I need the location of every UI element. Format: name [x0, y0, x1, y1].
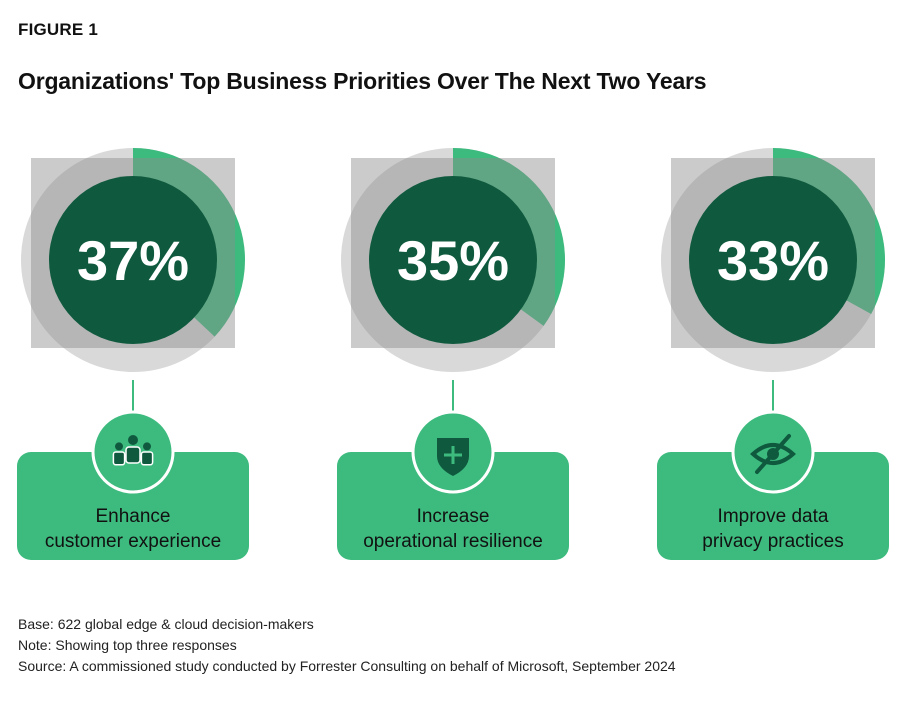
value-label: 33% [717, 229, 829, 292]
donut-group: 35% Increase operational resilience [337, 148, 569, 560]
person-body [125, 446, 141, 464]
category-box [657, 452, 889, 560]
eye-slash-line [755, 434, 791, 474]
category-label: operational resilience [363, 531, 543, 552]
shield-plus-icon [437, 438, 469, 476]
donut-center [369, 176, 537, 344]
donut-slice [773, 148, 885, 314]
person-body [112, 451, 126, 466]
chart-title: Organizations' Top Business Priorities O… [18, 68, 707, 94]
person-head [143, 442, 151, 451]
response-note: Note: Showing top three responses [18, 637, 237, 653]
category-label: Enhance [95, 506, 170, 527]
category-label: Increase [417, 506, 490, 527]
value-label: 37% [77, 229, 189, 292]
person-head [128, 435, 138, 445]
donut-slice [133, 148, 246, 337]
plus-horizontal [444, 453, 462, 457]
people-group-icon [112, 435, 154, 466]
base-note: Base: 622 global edge & cloud decision-m… [18, 616, 314, 632]
donut-group: 33% Improve data privacy practices [657, 148, 889, 560]
donut-slice [453, 148, 566, 326]
value-label: 35% [397, 229, 509, 292]
person-head [115, 442, 123, 451]
category-label: customer experience [45, 531, 221, 552]
person-body [140, 451, 154, 466]
donut-charts: 37% Enhance customer experience 35% Increase… [17, 148, 889, 560]
eye-slash-icon [750, 434, 796, 474]
category-box [17, 452, 249, 560]
category-box [337, 452, 569, 560]
donut-center [689, 176, 857, 344]
donut-center [49, 176, 217, 344]
category-label: privacy practices [702, 531, 844, 552]
donut-group: 37% Enhance customer experience [17, 148, 249, 560]
chart-area: 37% Enhance customer experience 35% Increase… [0, 130, 904, 580]
figure-label: FIGURE 1 [18, 20, 99, 39]
source-note: Source: A commissioned study conducted b… [18, 658, 676, 674]
chart-footer: Base: 622 global edge & cloud decision-m… [18, 614, 676, 677]
category-label: Improve data [718, 506, 829, 527]
